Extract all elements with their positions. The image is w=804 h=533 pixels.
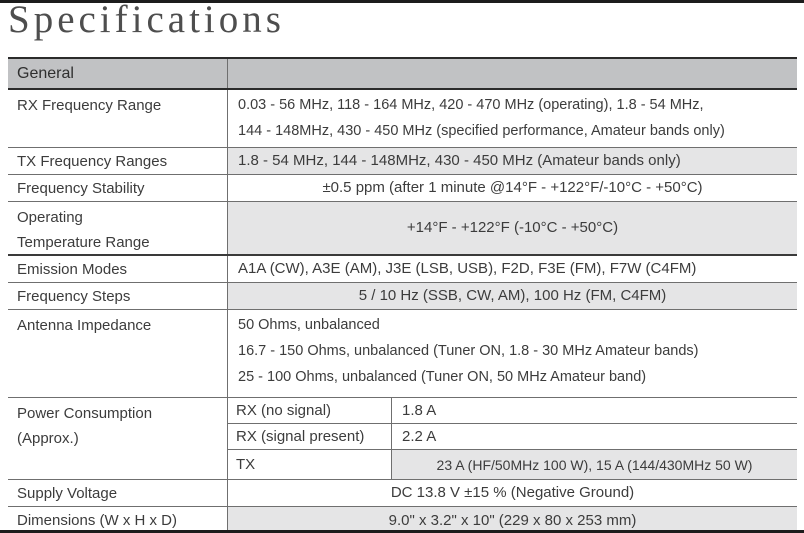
section-header-label: General [8,59,228,88]
spec-value-line: 25 - 100 Ohms, unbalanced (Tuner ON, 50 … [238,369,647,385]
spec-value: 5 / 10 Hz (SSB, CW, AM), 100 Hz (FM, C4F… [228,283,797,309]
spec-value: 1.8 - 54 MHz, 144 - 148MHz, 430 - 450 MH… [228,148,797,174]
subrow-rx-no-signal: RX (no signal) 1.8 A [228,398,797,424]
sub-spec-value: 23 A (HF/50MHz 100 W), 15 A (144/430MHz … [392,450,797,479]
subrow-tx: TX 23 A (HF/50MHz 100 W), 15 A (144/430M… [228,450,797,479]
subrow-rx-signal-present: RX (signal present) 2.2 A [228,424,797,450]
row-operating-temperature-range: Operating Temperature Range +14°F - +122… [8,202,797,256]
top-rule [0,0,804,3]
row-dimensions: Dimensions (W x H x D) 9.0" x 3.2" x 10"… [8,507,797,533]
sub-spec-label: TX [228,450,392,479]
spec-label: Frequency Steps [8,283,228,309]
spec-label: Dimensions (W x H x D) [8,507,228,533]
bottom-crop-rule [0,530,804,533]
sub-spec-value: 2.2 A [402,428,437,445]
spec-value-line: 50 Ohms, unbalanced [238,317,380,333]
power-consumption-subtable: RX (no signal) 1.8 A RX (signal present)… [228,398,797,479]
spec-label-line: Power Consumption [17,405,153,422]
spec-label: TX Frequency Ranges [8,148,228,174]
row-rx-frequency-range: RX Frequency Range 0.03 - 56 MHz, 118 - … [8,90,797,148]
row-tx-frequency-ranges: TX Frequency Ranges 1.8 - 54 MHz, 144 - … [8,148,797,175]
spec-label: Supply Voltage [8,480,228,506]
spec-value-line: 16.7 - 150 Ohms, unbalanced (Tuner ON, 1… [238,343,699,359]
specifications-table: General RX Frequency Range 0.03 - 56 MHz… [8,57,797,533]
section-header-spacer [228,59,797,88]
spec-label: Antenna Impedance [8,310,228,397]
sub-spec-label: RX (signal present) [228,424,392,449]
sub-spec-value: 1.8 A [402,402,437,419]
row-frequency-stability: Frequency Stability ±0.5 ppm (after 1 mi… [8,175,797,202]
page-title: Specifications [8,0,285,41]
row-supply-voltage: Supply Voltage DC 13.8 V ±15 % (Negative… [8,480,797,507]
spec-label: Emission Modes [8,256,228,282]
row-frequency-steps: Frequency Steps 5 / 10 Hz (SSB, CW, AM),… [8,283,797,310]
row-antenna-impedance: Antenna Impedance 50 Ohms, unbalanced 16… [8,310,797,398]
spec-value: 0.03 - 56 MHz, 118 - 164 MHz, 420 - 470 … [228,90,797,147]
spec-value-line: 144 - 148MHz, 430 - 450 MHz (specified p… [238,123,725,139]
sub-spec-label: RX (no signal) [228,398,392,423]
spec-value: 50 Ohms, unbalanced 16.7 - 150 Ohms, unb… [228,310,797,397]
spec-label-line: (Approx.) [17,430,79,447]
row-power-consumption: Power Consumption (Approx.) RX (no signa… [8,398,797,480]
spec-label-line: Operating [17,209,83,226]
spec-value-line: 0.03 - 56 MHz, 118 - 164 MHz, 420 - 470 … [238,97,704,113]
spec-label: Operating Temperature Range [8,202,228,254]
spec-value: +14°F - +122°F (-10°C - +50°C) [228,202,797,254]
spec-label: RX Frequency Range [8,90,228,147]
spec-label: Frequency Stability [8,175,228,201]
spec-value: DC 13.8 V ±15 % (Negative Ground) [390,484,635,501]
spec-label: Power Consumption (Approx.) [8,398,228,479]
spec-value: A1A (CW), A3E (AM), J3E (LSB, USB), F2D,… [238,260,697,277]
spec-value: 9.0" x 3.2" x 10" (229 x 80 x 253 mm) [228,507,797,533]
spec-label-line: Temperature Range [17,234,150,251]
row-emission-modes: Emission Modes A1A (CW), A3E (AM), J3E (… [8,256,797,283]
spec-value: ±0.5 ppm (after 1 minute @14°F - +122°F/… [322,179,703,196]
section-header-row: General [8,59,797,90]
